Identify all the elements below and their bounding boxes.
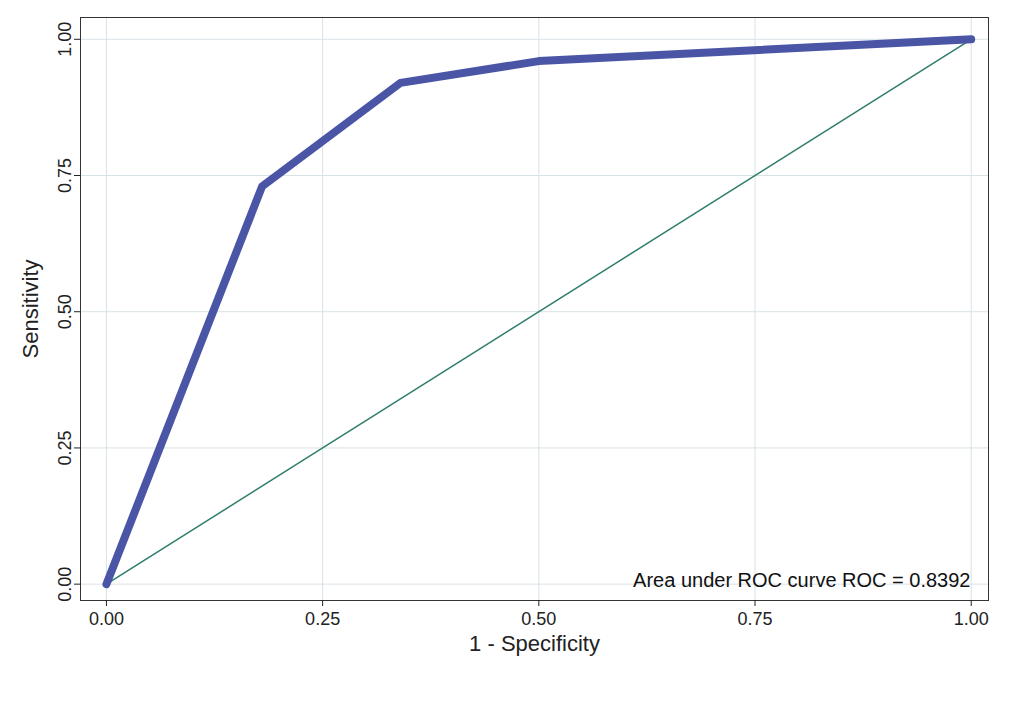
svg-text:Sensitivity: Sensitivity: [18, 259, 43, 358]
svg-text:0.75: 0.75: [737, 609, 772, 629]
svg-text:0.75: 0.75: [55, 158, 75, 193]
svg-text:Area under ROC curve ROC = 0.8: Area under ROC curve ROC = 0.8392: [633, 569, 970, 591]
svg-text:1 - Specificity: 1 - Specificity: [469, 631, 600, 656]
svg-text:1.00: 1.00: [55, 22, 75, 57]
svg-text:1.00: 1.00: [954, 609, 989, 629]
svg-text:0.25: 0.25: [55, 430, 75, 465]
svg-text:0.25: 0.25: [305, 609, 340, 629]
svg-text:0.00: 0.00: [55, 567, 75, 602]
svg-text:0.50: 0.50: [521, 609, 556, 629]
svg-text:0.00: 0.00: [89, 609, 124, 629]
svg-text:0.50: 0.50: [55, 294, 75, 329]
